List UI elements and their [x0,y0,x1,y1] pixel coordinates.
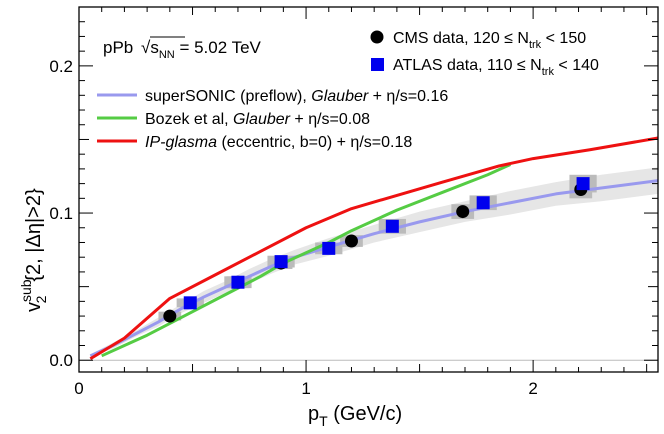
atlas-data-point [231,275,245,289]
cms-data-point [163,309,177,323]
ipglasma-curve [89,136,659,361]
legend-cms-text: CMS data, 120 ≤ Ntrk < 150 [393,30,586,51]
x-tick-label: 2 [528,379,537,398]
x-tick-label: 1 [301,379,310,398]
cms-data-point [456,205,470,219]
data-points-layer [163,177,590,323]
supersonic-curve [89,179,659,358]
atlas-data-point [274,255,288,269]
model-legend: superSONIC (preflow), Glauber + η/s=0.16… [97,88,448,151]
atlas-data-point [576,177,590,191]
x-axis-title: pT (GeV/c) [308,403,402,429]
legend-supersonic-text: superSONIC (preflow), Glauber + η/s=0.16 [145,88,448,105]
atlas-data-point [183,296,197,310]
axis-ticks-layer: 0 1 2 0.0 0.1 0.2 [49,7,658,398]
supersonic-uncertainty-band [90,167,658,358]
cms-data-point [344,234,358,248]
y-tick-label: 0.0 [49,351,73,370]
atlas-data-point [322,241,336,255]
y-tick-label: 0.1 [49,204,73,223]
plot-frame [78,6,659,373]
bozek-curve [101,163,512,358]
model-band-layer [90,167,658,358]
legend-bozek-text: Bozek et al, Glauber + η/s=0.08 [145,111,370,128]
legend-atlas-marker [371,58,384,71]
legend-ipglasma-text: IP-glasma (eccentric, b=0) + η/s=0.18 [145,134,412,151]
atlas-data-point [385,219,399,233]
system-energy-label: pPb √sNN = 5.02 TeV [103,38,262,61]
y-axis-title: vsub2{2, |Δη|>2} [18,188,49,312]
model-curves-layer [89,136,659,361]
y-tick-label: 0.2 [49,57,73,76]
atlas-data-point [476,196,490,210]
x-tick-label: 0 [74,379,83,398]
legend-atlas-text: ATLAS data, 110 ≤ Ntrk < 140 [393,57,599,78]
data-legend: CMS data, 120 ≤ Ntrk < 150 ATLAS data, 1… [370,30,599,78]
legend-cms-marker [370,30,384,44]
